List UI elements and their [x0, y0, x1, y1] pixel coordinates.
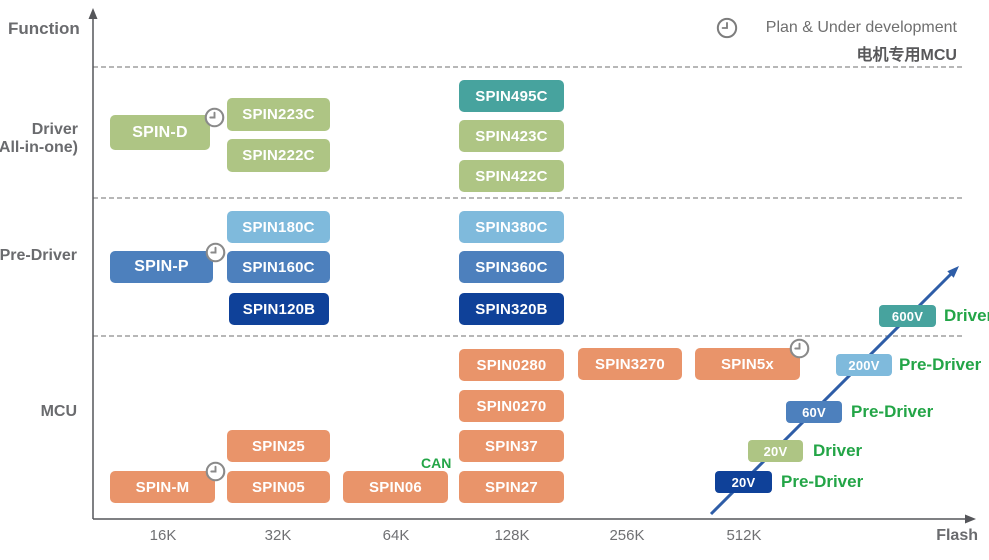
product-chip-spin320b: SPIN320B [459, 293, 564, 325]
annotation-pre-driver: Pre-Driver [899, 355, 982, 374]
can-bus-label: CAN [421, 455, 452, 471]
annotation-pre-driver: Pre-Driver [781, 472, 864, 491]
voltage-chip-20v-driver: 20V [748, 440, 803, 462]
product-chip-spin05: SPIN05 [227, 471, 330, 503]
clock-icon [716, 17, 738, 39]
product-chip-spin422c: SPIN422C [459, 160, 564, 192]
clock-icon [204, 107, 225, 128]
product-chip-spin160c: SPIN160C [227, 251, 330, 283]
band-label-driver-all-in-one: Driver (All-in-one) [0, 121, 78, 157]
product-chip-spin360c: SPIN360C [459, 251, 564, 283]
annotation-driver: Driver [813, 441, 863, 460]
y-axis-arrowhead-icon [88, 8, 98, 19]
x-tick-16k: 16K [149, 527, 177, 544]
product-chip-spin180c: SPIN180C [227, 211, 330, 243]
product-chip-spin-d: SPIN-D [110, 115, 210, 150]
product-chip-spin223c: SPIN223C [227, 98, 330, 131]
product-chip-spin5x: SPIN5x [695, 348, 800, 380]
band-label-pre-driver: Pre-Driver [0, 247, 77, 264]
product-chip-spin222c: SPIN222C [227, 139, 330, 172]
product-chip-spin37: SPIN37 [459, 430, 564, 462]
annotation-pre-driver: Pre-Driver [851, 402, 934, 421]
x-axis-arrowhead-icon [965, 514, 976, 524]
band-label-driver-line2: (All-in-one) [0, 139, 78, 156]
subtitle-motor-mcu: 电机专用MCU [856, 47, 957, 64]
voltage-chip-60v-predriver: 60V [786, 401, 842, 423]
product-chip-spin423c: SPIN423C [459, 120, 564, 152]
legend-plan-under-development: Plan & Under development [765, 19, 957, 36]
voltage-chip-20v-predriver: 20V [715, 471, 772, 493]
clock-icon [205, 461, 226, 482]
voltage-trend-arrowhead-icon [947, 266, 959, 278]
x-tick-32k: 32K [264, 527, 292, 544]
product-chip-spin25: SPIN25 [227, 430, 330, 462]
voltage-chip-600v-driver: 600V [879, 305, 936, 327]
product-chip-spin0270: SPIN0270 [459, 390, 564, 422]
voltage-chip-200v-predriver: 200V [836, 354, 892, 376]
product-chip-spin-m: SPIN-M [110, 471, 215, 503]
band-label-mcu: MCU [40, 403, 77, 420]
product-chip-spin380c: SPIN380C [459, 211, 564, 243]
x-tick-512k: 512K [726, 527, 762, 544]
product-chip-spin495c: SPIN495C [459, 80, 564, 112]
product-chip-spin0280: SPIN0280 [459, 349, 564, 381]
x-tick-256k: 256K [609, 527, 645, 544]
clock-icon [205, 242, 226, 263]
x-tick-128k: 128K [494, 527, 530, 544]
clock-icon [789, 338, 810, 359]
annotation-driver: Driver [944, 306, 989, 325]
product-chip-spin3270: SPIN3270 [578, 348, 682, 380]
product-chip-spin-p: SPIN-P [110, 251, 213, 283]
band-label-driver-line1: Driver [31, 121, 78, 138]
x-tick-64k: 64K [382, 527, 410, 544]
product-chip-spin27: SPIN27 [459, 471, 564, 503]
x-axis-label-flash: Flash [936, 527, 978, 544]
product-chip-spin120b: SPIN120B [229, 293, 329, 325]
product-chip-spin06: SPIN06 [343, 471, 448, 503]
y-axis-label: Function [8, 19, 80, 38]
